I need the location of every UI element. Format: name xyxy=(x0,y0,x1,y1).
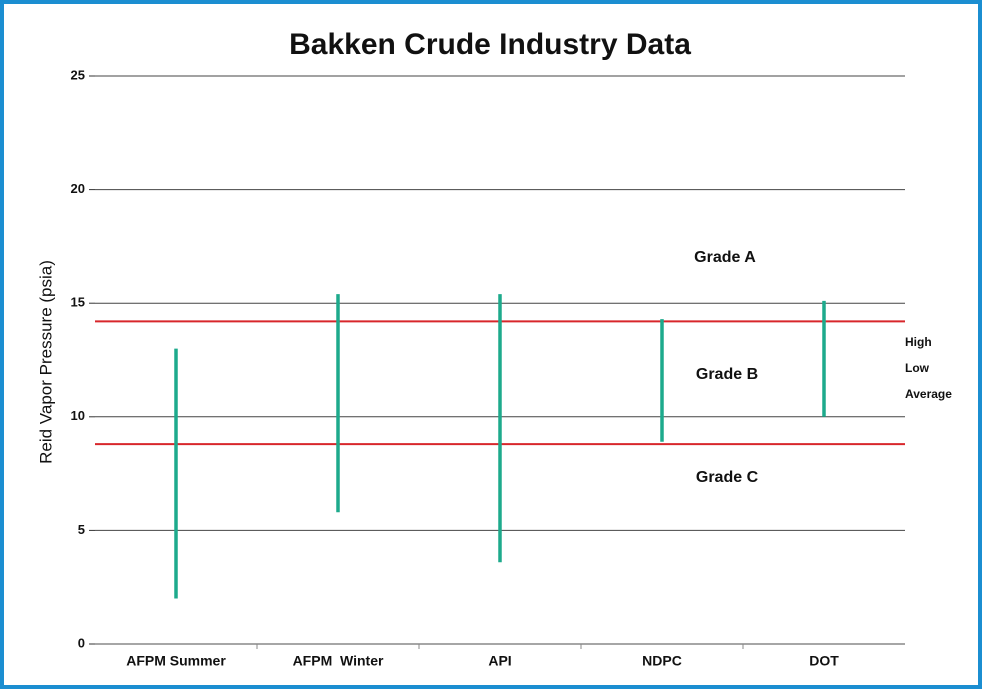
y-tick-label: 25 xyxy=(71,67,85,82)
y-tick-label: 0 xyxy=(78,635,85,650)
x-tick-label: AFPM Winter xyxy=(293,653,384,669)
y-tick-label: 10 xyxy=(71,408,85,423)
legend-entry: Low xyxy=(905,361,930,375)
y-tick-label: 20 xyxy=(71,181,85,196)
y-axis-label: Reid Vapor Pressure (psia) xyxy=(36,260,55,464)
chart-title: Bakken Crude Industry Data xyxy=(289,28,691,61)
grade-label: Grade C xyxy=(696,469,759,486)
x-tick-label: NDPC xyxy=(642,653,682,669)
y-tick-label: 15 xyxy=(71,295,85,310)
y-tick-label: 5 xyxy=(78,522,85,537)
legend-entry: Average xyxy=(905,387,952,401)
x-tick-label: DOT xyxy=(809,653,839,669)
grade-label: Grade B xyxy=(696,366,758,383)
grade-label: Grade A xyxy=(694,249,756,266)
x-tick-label: AFPM Summer xyxy=(126,653,226,669)
x-tick-label: API xyxy=(488,653,511,669)
legend-entry: High xyxy=(905,335,932,349)
